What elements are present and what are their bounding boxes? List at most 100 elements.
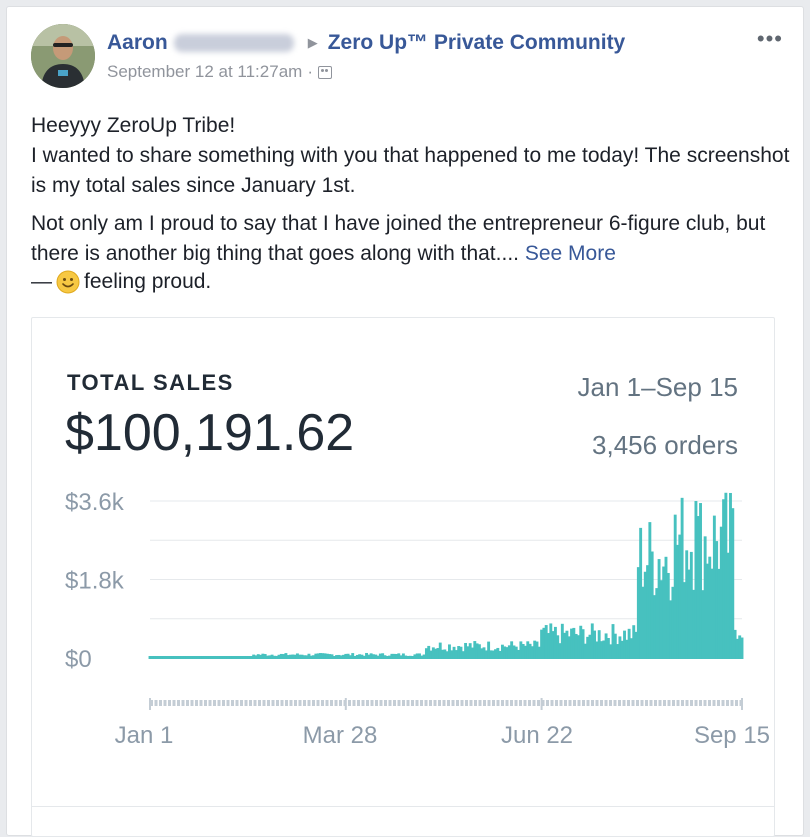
bar-day-158: [512, 645, 516, 659]
bar-day-0: [148, 656, 152, 659]
bar-day-108: [397, 653, 401, 659]
bar-day-187: [579, 625, 583, 659]
bar-day-237: [694, 501, 698, 659]
bar-day-214: [641, 586, 645, 659]
chart-labels: $3.6k $1.8k $0 Jan 1 Mar 28 Jun 22 Sep 15: [65, 489, 770, 749]
bar-day-119: [422, 654, 426, 659]
bar-day-34: [226, 656, 230, 659]
bar-day-148: [489, 650, 493, 659]
bar-day-151: [496, 647, 500, 659]
bar-day-42: [245, 656, 249, 659]
bar-day-87: [348, 655, 352, 659]
x-tick-label-1: Mar 28: [303, 722, 378, 749]
group-name-link[interactable]: Zero Up™ Private Community: [327, 31, 626, 54]
bar-day-105: [390, 653, 394, 659]
bar-day-19: [192, 656, 196, 659]
bar-day-232: [682, 582, 686, 659]
bar-day-205: [620, 640, 624, 659]
bar-day-247: [717, 568, 721, 659]
bar-day-37: [233, 656, 237, 659]
bar-day-100: [378, 653, 382, 659]
bar-day-50: [263, 654, 267, 659]
bar-day-210: [632, 625, 636, 659]
bar-day-71: [312, 655, 315, 659]
sales-screenshot-card[interactable]: TOTAL SALES $100,191.62 Jan 1–Sep 15 3,4…: [31, 317, 775, 837]
bar-day-67: [302, 655, 306, 659]
bar-day-230: [678, 534, 682, 659]
bar-day-122: [429, 650, 433, 659]
see-more-link[interactable]: See More: [524, 242, 616, 265]
bar-day-44: [249, 656, 253, 659]
bar-day-250: [724, 492, 728, 659]
chart-axis: [149, 698, 743, 710]
bar-day-104: [388, 655, 392, 659]
bar-day-253: [731, 508, 735, 659]
avatar-photo: [31, 24, 95, 88]
bar-day-227: [671, 586, 675, 659]
bar-day-245: [712, 515, 716, 659]
bar-day-89: [353, 656, 357, 659]
bar-day-2: [153, 656, 157, 659]
bar-day-133: [454, 650, 458, 659]
bar-day-196: [600, 641, 603, 659]
bar-day-49: [261, 653, 265, 659]
post-line-club: Not only am I proud to say that I have j…: [31, 212, 766, 265]
bar-day-115: [413, 654, 417, 659]
bar-day-58: [282, 654, 286, 659]
bar-day-101: [381, 653, 385, 659]
bar-day-163: [524, 645, 527, 659]
bar-day-173: [547, 633, 550, 659]
bar-day-139: [468, 643, 472, 659]
date-range-label: Jan 1–Sep 15: [577, 372, 738, 402]
bar-day-182: [567, 636, 571, 659]
bar-day-94: [365, 652, 368, 659]
total-sales-value: $100,191.62: [65, 404, 355, 462]
bar-day-194: [595, 641, 599, 659]
bar-day-7: [164, 656, 168, 659]
bar-day-135: [459, 646, 463, 659]
bar-day-11: [173, 656, 177, 659]
bar-day-160: [517, 649, 521, 659]
redacted-last-name: [173, 34, 294, 52]
bar-day-142: [475, 643, 479, 659]
feeling-line: — feeling proud.: [31, 267, 791, 297]
bar-day-218: [650, 551, 654, 659]
post-paragraph-1: Heeyyy ZeroUp Tribe! I wanted to share s…: [31, 111, 791, 201]
bar-day-38: [236, 656, 239, 659]
author-avatar[interactable]: [31, 24, 95, 88]
post-timestamp-link[interactable]: September 12 at 11:27am: [107, 62, 303, 81]
bar-day-198: [604, 633, 608, 659]
bar-day-62: [291, 654, 295, 659]
group-audience-icon[interactable]: [317, 65, 332, 79]
bar-day-112: [406, 655, 410, 659]
post-options-button[interactable]: •••: [756, 26, 783, 51]
bar-day-23: [201, 656, 205, 659]
bar-day-109: [399, 655, 403, 659]
bar-day-244: [710, 568, 714, 659]
bar-day-189: [583, 643, 587, 659]
bar-day-118: [420, 655, 424, 659]
author-name-link[interactable]: Aaron: [107, 31, 168, 54]
bar-day-178: [558, 643, 562, 659]
bar-day-243: [708, 556, 712, 659]
bar-day-144: [480, 648, 484, 659]
bar-day-167: [533, 640, 537, 659]
bar-day-168: [535, 641, 539, 659]
bar-day-22: [199, 656, 203, 659]
bar-day-183: [570, 628, 573, 659]
bar-day-186: [577, 635, 580, 659]
bar-day-111: [404, 655, 408, 659]
bar-day-45: [252, 654, 256, 659]
bar-day-113: [408, 655, 412, 659]
bar-day-223: [662, 566, 666, 659]
bar-day-75: [321, 653, 325, 659]
bar-day-156: [507, 645, 511, 659]
bar-day-131: [450, 650, 454, 659]
smiley-face-icon: [56, 270, 80, 294]
bar-day-176: [553, 626, 557, 659]
bar-day-64: [295, 653, 299, 659]
bar-day-17: [187, 656, 191, 659]
post-meta: September 12 at 11:27am ·: [107, 62, 332, 82]
bar-day-220: [655, 588, 659, 659]
bar-day-4: [157, 656, 161, 659]
